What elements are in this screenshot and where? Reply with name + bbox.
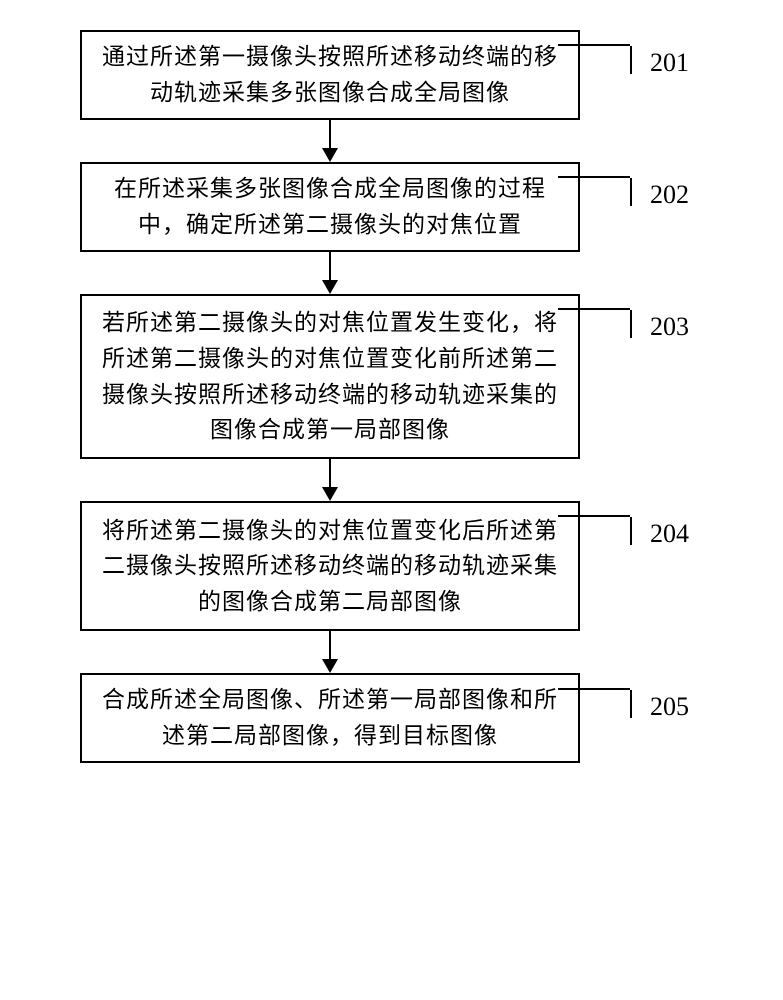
flow-node: 若所述第二摄像头的对焦位置发生变化，将所述第二摄像头的对焦位置变化前所述第二摄像… — [80, 294, 580, 459]
flow-node: 在所述采集多张图像合成全局图像的过程中，确定所述第二摄像头的对焦位置 — [80, 162, 580, 252]
node-text: 若所述第二摄像头的对焦位置发生变化，将所述第二摄像头的对焦位置变化前所述第二摄像… — [100, 305, 560, 448]
flow-node: 合成所述全局图像、所述第一局部图像和所述第二局部图像，得到目标图像 — [80, 673, 580, 763]
flow-arrow — [60, 631, 600, 673]
flow-node: 将所述第二摄像头的对焦位置变化后所述第二摄像头按照所述移动终端的移动轨迹采集的图… — [80, 501, 580, 631]
step-label: 203 — [650, 312, 689, 342]
node-text: 合成所述全局图像、所述第一局部图像和所述第二局部图像，得到目标图像 — [100, 682, 560, 753]
flow-arrow — [60, 252, 600, 294]
flow-arrow — [60, 459, 600, 501]
node-text: 在所述采集多张图像合成全局图像的过程中，确定所述第二摄像头的对焦位置 — [100, 171, 560, 242]
flowchart-container: 通过所述第一摄像头按照所述移动终端的移动轨迹采集多张图像合成全局图像 在所述采集… — [60, 30, 600, 763]
flow-arrow — [60, 120, 600, 162]
step-label: 204 — [650, 519, 689, 549]
node-text: 将所述第二摄像头的对焦位置变化后所述第二摄像头按照所述移动终端的移动轨迹采集的图… — [100, 513, 560, 620]
label-connector — [558, 515, 630, 545]
step-label: 202 — [650, 180, 689, 210]
label-connector — [558, 176, 630, 206]
label-connector — [558, 308, 630, 338]
flow-node: 通过所述第一摄像头按照所述移动终端的移动轨迹采集多张图像合成全局图像 — [80, 30, 580, 120]
step-label: 201 — [650, 48, 689, 78]
label-connector — [558, 688, 630, 718]
label-connector — [558, 44, 630, 74]
step-label: 205 — [650, 692, 689, 722]
node-text: 通过所述第一摄像头按照所述移动终端的移动轨迹采集多张图像合成全局图像 — [100, 39, 560, 110]
